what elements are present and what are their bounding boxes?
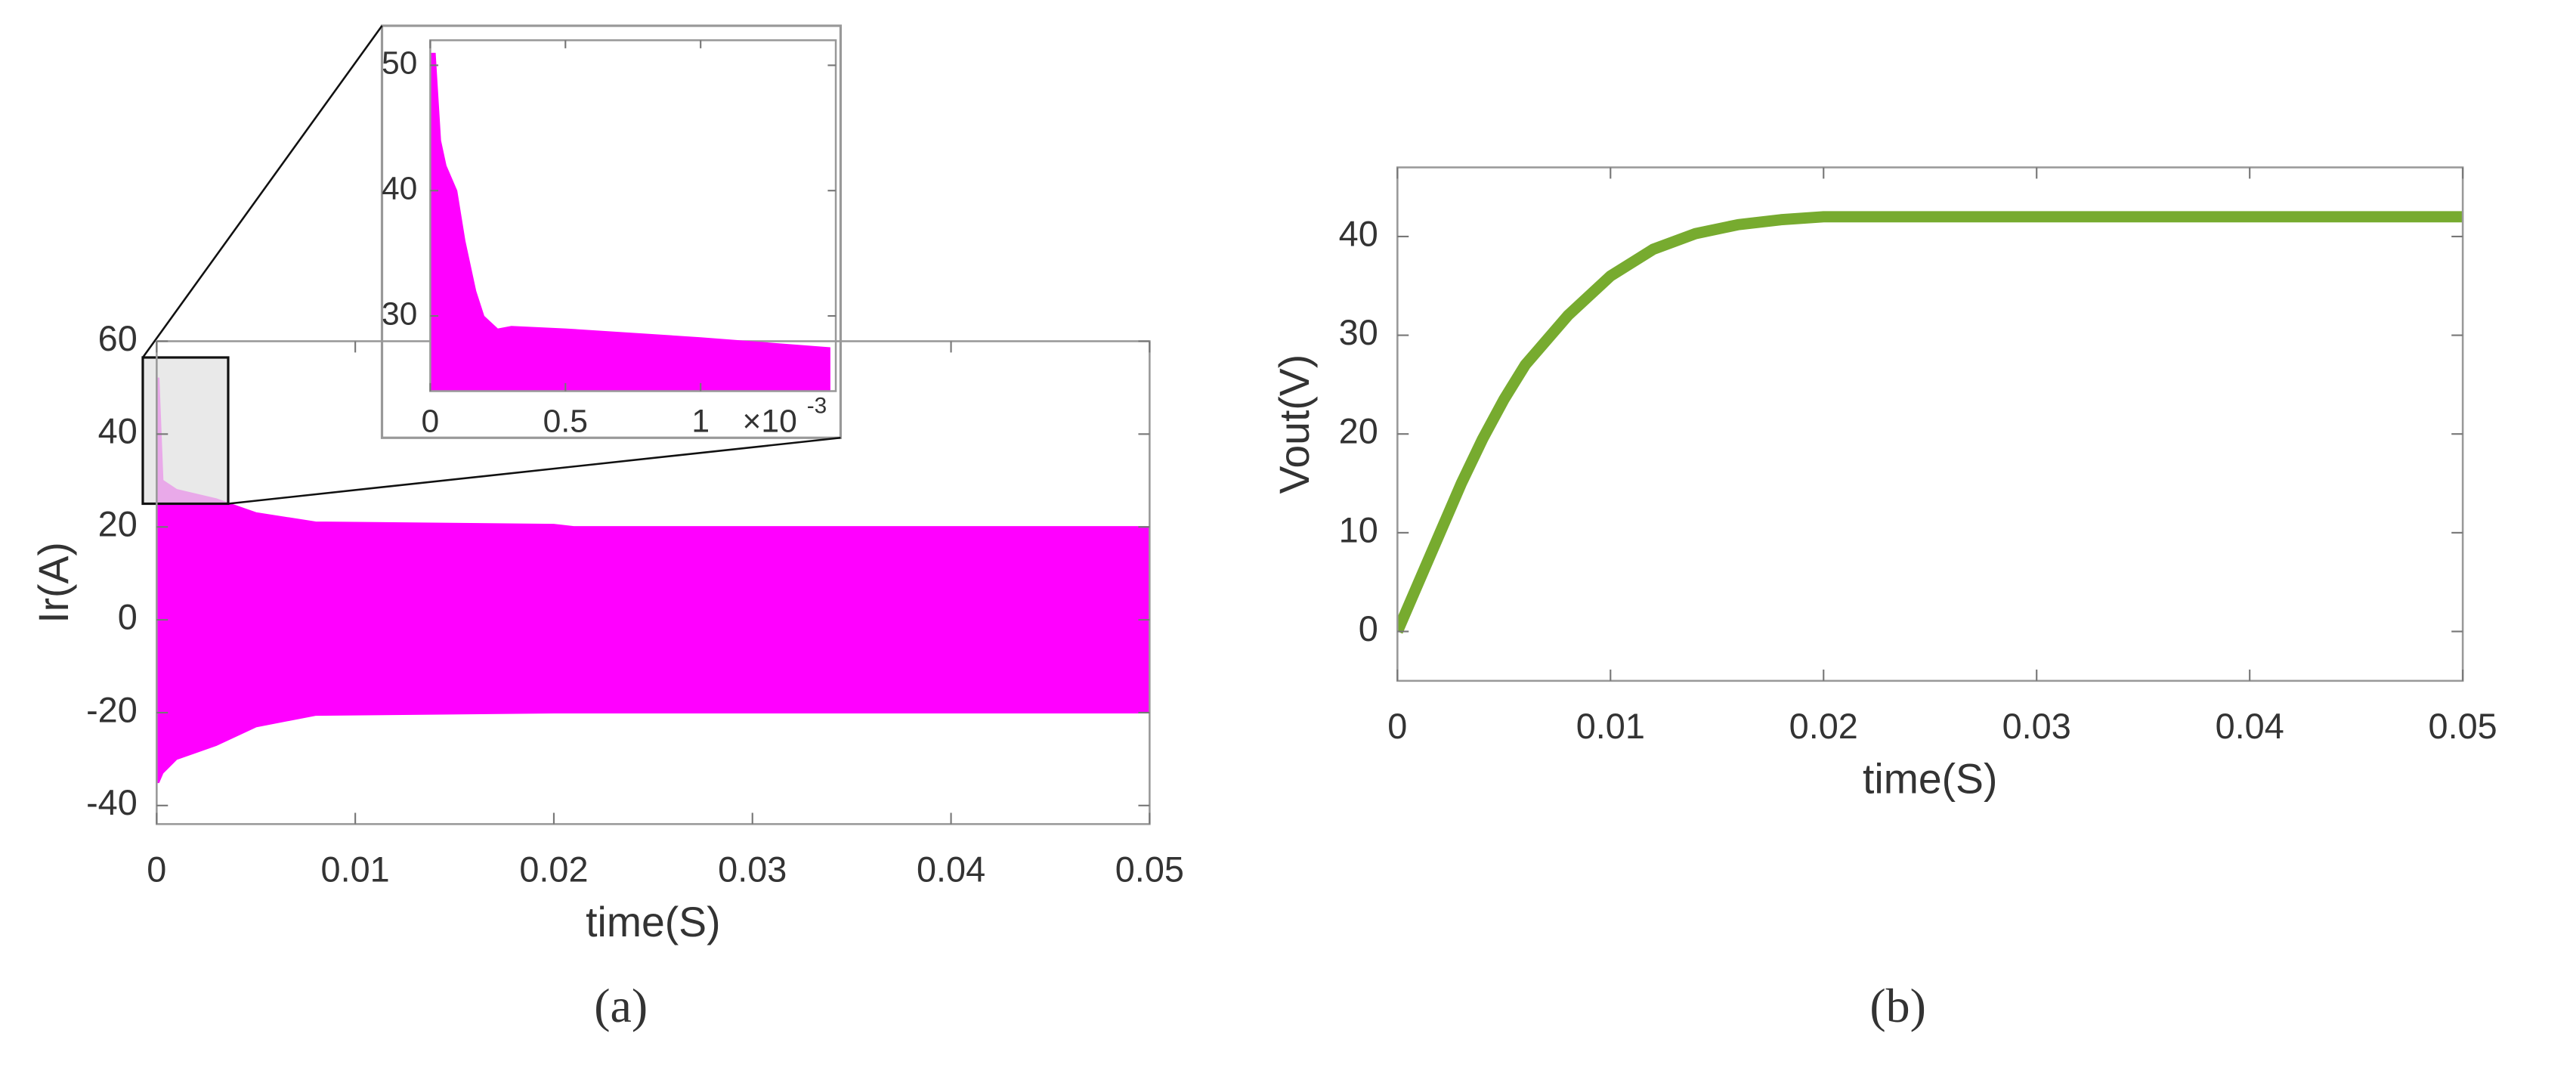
y-tick-label: -40 (86, 783, 138, 822)
y-tick-label: 30 (382, 296, 417, 332)
line (1397, 211, 2463, 634)
x-axis-label: time(S) (1863, 756, 1997, 803)
zoom-box (141, 356, 230, 506)
x-tick-label: 0.02 (1789, 707, 1858, 746)
y-tick-label: 10 (1339, 510, 1378, 549)
caption: (b) (1869, 979, 1925, 1032)
x-tick-label: 1 (691, 403, 710, 439)
x-axis-label: time(S) (586, 899, 720, 945)
caption: (a) (594, 979, 648, 1032)
x-exponent: -3 (807, 394, 827, 419)
x-tick-label: 0.01 (1576, 707, 1645, 746)
y-tick-label: 50 (382, 45, 417, 82)
x-tick-label: 0 (1387, 707, 1407, 746)
y-tick-label: 60 (98, 319, 138, 358)
x-multiplier: ×10 (743, 403, 797, 439)
y-tick-label: 20 (98, 505, 138, 544)
x-tick-label: 0.02 (519, 850, 588, 890)
y-axis-label: Ir(A) (30, 542, 77, 624)
band-area (156, 619, 1150, 784)
zoom-connector (227, 436, 841, 505)
y-tick-label: 30 (1339, 313, 1378, 352)
y-tick-label: 40 (1339, 214, 1378, 253)
x-tick-label: 0.04 (2216, 707, 2284, 746)
zoom-connector (141, 25, 383, 358)
x-tick-label: 0.03 (718, 850, 787, 890)
y-tick-label: 20 (1339, 412, 1378, 451)
x-tick-label: 0.01 (321, 850, 390, 890)
y-tick-label: -20 (86, 690, 138, 729)
area (430, 52, 830, 391)
y-tick-label: 0 (118, 597, 138, 636)
y-axis-label: Vout(V) (1271, 354, 1318, 494)
axes-frame (1396, 166, 2464, 682)
x-tick-label: 0 (422, 403, 440, 439)
axes-frame (429, 39, 837, 392)
y-tick-label: 40 (98, 412, 138, 451)
x-tick-label: 0.5 (543, 403, 588, 439)
x-tick-label: 0 (147, 850, 166, 890)
x-tick-label: 0.04 (917, 850, 985, 890)
x-tick-label: 0.05 (2429, 707, 2497, 746)
y-tick-label: 40 (382, 170, 417, 206)
x-tick-label: 0.05 (1115, 850, 1184, 890)
y-tick-label: 0 (1359, 609, 1378, 648)
x-tick-label: 0.03 (2002, 707, 2071, 746)
